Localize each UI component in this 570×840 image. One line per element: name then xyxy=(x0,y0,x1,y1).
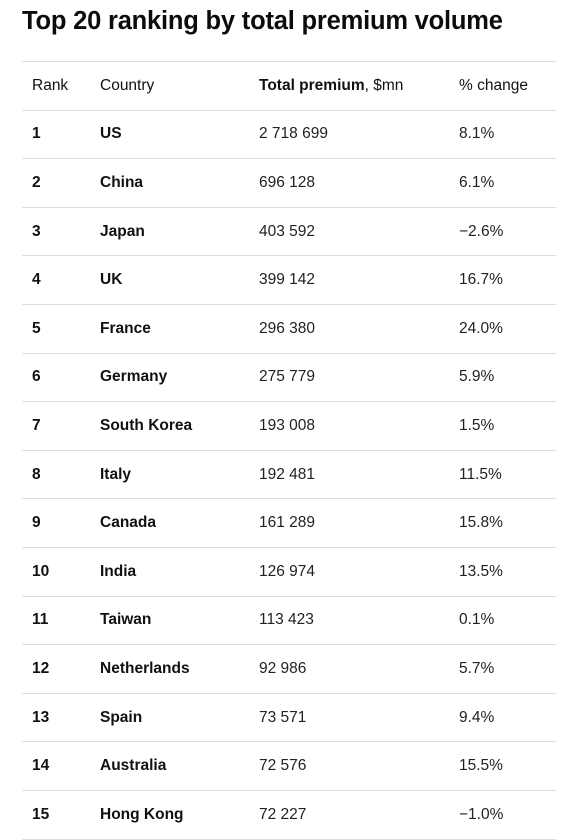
table-row: 6 Germany 275 779 5.9% xyxy=(22,354,556,403)
table-row: 7 South Korea 193 008 1.5% xyxy=(22,402,556,451)
table-row: 5 France 296 380 24.0% xyxy=(22,305,556,354)
rank-cell: 7 xyxy=(32,416,41,434)
rank-cell: 11 xyxy=(32,611,49,629)
change-cell: 11.5% xyxy=(459,465,502,483)
change-cell: −1.0% xyxy=(459,805,504,823)
table-row: 13 Spain 73 571 9.4% xyxy=(22,694,556,743)
table-row: 11 Taiwan 113 423 0.1% xyxy=(22,597,556,646)
ranking-table: Rank Country Total premium, $mn % change… xyxy=(22,61,556,840)
country-cell: US xyxy=(100,125,122,143)
country-cell: Hong Kong xyxy=(100,805,184,823)
change-cell: 5.7% xyxy=(459,659,495,677)
country-cell: Japan xyxy=(100,222,145,240)
table-row: 14 Australia 72 576 15.5% xyxy=(22,742,556,791)
table-body: 1 US 2 718 699 8.1% 2 China 696 128 6.1% 3 Japan 4… xyxy=(22,111,556,840)
country-cell: France xyxy=(100,319,151,337)
change-cell: 1.5% xyxy=(459,416,495,434)
change-cell: 6.1% xyxy=(459,173,495,191)
rank-cell: 6 xyxy=(32,368,41,386)
country-cell: Canada xyxy=(100,514,156,532)
country-cell: Spain xyxy=(100,708,143,726)
premium-cell: 72 576 xyxy=(259,757,307,775)
rank-cell: 14 xyxy=(32,757,50,775)
header-premium-label: Total premium xyxy=(259,76,365,94)
page-title: Top 20 ranking by total premium volume xyxy=(22,7,503,35)
premium-cell: 72 227 xyxy=(259,805,307,823)
country-cell: Germany xyxy=(100,368,168,386)
table-row: 4 UK 399 142 16.7% xyxy=(22,256,556,305)
premium-cell: 192 481 xyxy=(259,465,316,483)
table-row: 3 Japan 403 592 −2.6% xyxy=(22,208,556,257)
rank-cell: 8 xyxy=(32,465,41,483)
change-cell: 15.8% xyxy=(459,514,503,532)
header-country: Country xyxy=(100,76,155,94)
country-cell: Taiwan xyxy=(100,611,152,629)
rank-cell: 13 xyxy=(32,708,50,726)
country-cell: UK xyxy=(100,271,123,289)
table-header-row: Rank Country Total premium, $mn % change xyxy=(22,62,556,111)
change-cell: 5.9% xyxy=(459,368,495,386)
rank-cell: 15 xyxy=(32,805,50,823)
table-row: 8 Italy 192 481 11.5% xyxy=(22,451,556,500)
rank-cell: 10 xyxy=(32,562,50,580)
change-cell: 16.7% xyxy=(459,271,503,289)
premium-cell: 696 128 xyxy=(259,173,316,191)
table-row: 1 US 2 718 699 8.1% xyxy=(22,111,556,160)
table-row: 10 India 126 974 13.5% xyxy=(22,548,556,597)
table-row: 2 China 696 128 6.1% xyxy=(22,159,556,208)
premium-cell: 113 423 xyxy=(259,611,314,629)
header-rank: Rank xyxy=(32,76,69,94)
rank-cell: 1 xyxy=(32,125,41,143)
premium-cell: 92 986 xyxy=(259,659,307,677)
premium-cell: 403 592 xyxy=(259,222,316,240)
rank-cell: 3 xyxy=(32,222,41,240)
premium-cell: 399 142 xyxy=(259,271,316,289)
table-row: 9 Canada 161 289 15.8% xyxy=(22,499,556,548)
rank-cell: 4 xyxy=(32,271,41,289)
rank-cell: 12 xyxy=(32,659,50,677)
change-cell: 9.4% xyxy=(459,708,495,726)
premium-cell: 275 779 xyxy=(259,368,316,386)
change-cell: 24.0% xyxy=(459,319,503,337)
country-cell: Italy xyxy=(100,465,132,483)
country-cell: China xyxy=(100,173,144,191)
rank-cell: 9 xyxy=(32,514,41,532)
country-cell: India xyxy=(100,562,137,580)
change-cell: 0.1% xyxy=(459,611,495,629)
change-cell: 13.5% xyxy=(459,562,503,580)
premium-cell: 296 380 xyxy=(259,319,316,337)
rank-cell: 2 xyxy=(32,173,41,191)
header-change: % change xyxy=(459,76,528,94)
premium-cell: 126 974 xyxy=(259,562,316,580)
country-cell: South Korea xyxy=(100,416,193,434)
premium-cell: 2 718 699 xyxy=(259,125,328,143)
change-cell: −2.6% xyxy=(459,222,504,240)
table-row: 15 Hong Kong 72 227 −1.0% xyxy=(22,791,556,840)
premium-cell: 73 571 xyxy=(259,708,307,726)
table-row: 12 Netherlands 92 986 5.7% xyxy=(22,645,556,694)
country-cell: Australia xyxy=(100,757,167,775)
country-cell: Netherlands xyxy=(100,659,190,677)
header-total-premium: Total premium, $mn xyxy=(259,77,403,95)
rank-cell: 5 xyxy=(32,319,41,337)
change-cell: 8.1% xyxy=(459,125,495,143)
table-top-rule xyxy=(22,61,556,62)
change-cell: 15.5% xyxy=(459,757,503,775)
header-premium-unit: , $mn xyxy=(364,76,404,94)
premium-cell: 161 289 xyxy=(259,514,316,532)
premium-cell: 193 008 xyxy=(259,416,316,434)
